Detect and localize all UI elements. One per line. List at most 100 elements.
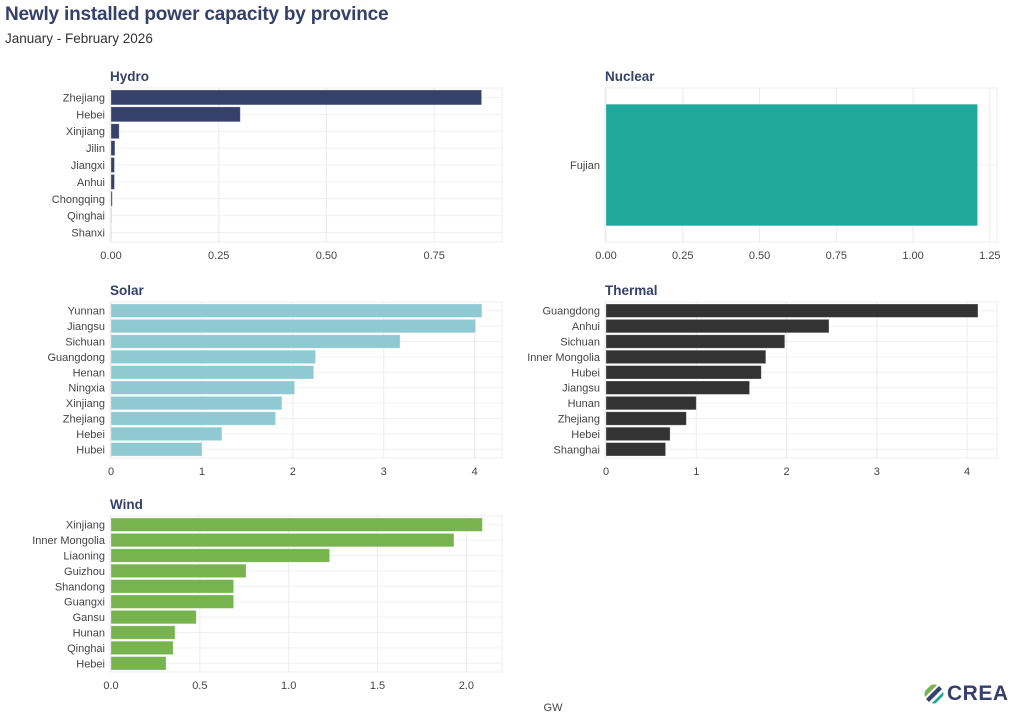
- crea-logo-icon: [924, 684, 944, 704]
- x-tick-label: 1.5: [370, 680, 385, 692]
- bar-wind-xinjiang: [110, 517, 483, 532]
- panel-wind: 0.0 0.5 1.0 1.5 2.0 Xinjiang Inner Mongolia Lia…: [32, 497, 503, 692]
- x-tick-label: 4: [964, 466, 970, 478]
- y-category-label: Xinjiang: [66, 398, 105, 410]
- y-category-label: Sichuan: [65, 337, 105, 349]
- y-category-label: Guizhou: [64, 566, 105, 578]
- y-category-label: Zhejiang: [63, 414, 105, 426]
- y-category-label: Inner Mongolia: [32, 535, 106, 547]
- bar-thermal-inner-mongolia: [605, 349, 767, 365]
- x-tick-label: 3: [874, 466, 880, 478]
- y-category-label: Sichuan: [560, 337, 600, 349]
- chart-title: Newly installed power capacity by provin…: [5, 4, 389, 25]
- y-category-label: Qinghai: [67, 643, 105, 655]
- y-category-label: Zhejiang: [558, 414, 600, 426]
- bar-thermal-anhui: [605, 318, 830, 334]
- x-tick-label: 0.00: [100, 250, 121, 262]
- bar-solar-henan: [110, 365, 315, 380]
- x-tick-label: 1.25: [979, 250, 1000, 262]
- x-tick-label: 1.00: [902, 250, 923, 262]
- bar-thermal-guangdong: [605, 303, 979, 318]
- panel-nuclear: 0.00 0.25 0.50 0.75 1.00 1.25 Fujian Nuclear: [570, 69, 1001, 262]
- y-category-label: Jiangsu: [67, 321, 105, 333]
- y-category-label: Chongqing: [52, 194, 105, 206]
- x-tick-label: 0.00: [595, 250, 616, 262]
- bar-solar-sichuan: [110, 334, 401, 349]
- bar-hydro-jiangxi: [110, 157, 115, 173]
- bar-thermal-hebei: [605, 426, 671, 442]
- x-tick-label: 0.0: [103, 680, 118, 692]
- bar-solar-ningxia: [110, 380, 296, 395]
- bar-thermal-shanghai: [605, 442, 666, 457]
- y-category-label: Hubei: [76, 444, 105, 456]
- bar-hydro-anhui: [110, 174, 115, 190]
- bar-solar-yunnan: [110, 303, 483, 318]
- y-category-label: Guangdong: [543, 306, 601, 318]
- y-category-label: Hebei: [76, 658, 105, 670]
- y-category-label: Anhui: [572, 321, 600, 333]
- y-category-label: Ningxia: [68, 383, 106, 395]
- bar-solar-hebei: [110, 426, 223, 442]
- bar-wind-hebei: [110, 656, 167, 671]
- y-category-label: Jilin: [86, 143, 105, 155]
- bar-solar-hubei: [110, 442, 203, 457]
- bar-thermal-jiangsu: [605, 380, 750, 395]
- panel-title-wind: Wind: [110, 497, 143, 512]
- x-tick-label: 1.0: [281, 680, 296, 692]
- y-category-label: Xinjiang: [66, 520, 105, 532]
- x-tick-label: 1: [199, 466, 205, 478]
- y-category-label: Qinghai: [67, 211, 105, 223]
- y-category-label: Anhui: [77, 177, 105, 189]
- panel-title-solar: Solar: [110, 283, 145, 298]
- x-tick-label: 2: [290, 466, 296, 478]
- x-tick-label: 0.75: [423, 250, 444, 262]
- bar-wind-inner-mongolia: [110, 533, 455, 548]
- y-category-label: Jiangxi: [71, 160, 105, 172]
- y-category-label: Jiangsu: [562, 383, 600, 395]
- bar-thermal-zhejiang: [605, 411, 687, 426]
- x-tick-label: 0.50: [316, 250, 337, 262]
- x-tick-label: 0: [108, 466, 114, 478]
- y-category-label: Hebei: [76, 429, 105, 441]
- bar-thermal-hubei: [605, 365, 762, 380]
- bar-thermal-sichuan: [605, 334, 786, 349]
- x-axis-label: GW: [544, 702, 564, 714]
- y-category-label: Zhejiang: [63, 92, 105, 104]
- bar-solar-guangdong: [110, 349, 316, 365]
- panel-title-nuclear: Nuclear: [605, 69, 655, 84]
- y-category-label: Hebei: [571, 429, 600, 441]
- bar-hydro-hebei: [110, 106, 241, 123]
- x-tick-label: 2.0: [459, 680, 474, 692]
- y-category-label: Hubei: [571, 367, 600, 379]
- bar-nuclear-fujian: [605, 103, 978, 227]
- y-category-label: Hunan: [568, 398, 600, 410]
- y-category-label: Yunnan: [68, 306, 105, 318]
- x-tick-label: 2: [783, 466, 789, 478]
- bar-hydro-zhejiang: [110, 89, 483, 106]
- bar-wind-liaoning: [110, 548, 330, 563]
- x-tick-label: 0.5: [192, 680, 207, 692]
- bar-wind-guizhou: [110, 563, 247, 579]
- bar-wind-hunan: [110, 625, 176, 640]
- bar-wind-qinghai: [110, 640, 174, 656]
- crea-logo: CREA: [924, 682, 1009, 706]
- y-category-label: Guangdong: [48, 352, 106, 364]
- bar-thermal-hunan: [605, 395, 697, 411]
- panel-title-thermal: Thermal: [605, 283, 658, 298]
- x-tick-label: 0.25: [208, 250, 229, 262]
- y-category-label: Hebei: [76, 109, 105, 121]
- y-category-label: Inner Mongolia: [527, 352, 601, 364]
- x-tick-label: 0.75: [826, 250, 847, 262]
- y-category-label: Hunan: [73, 628, 105, 640]
- y-category-label: Shandong: [55, 581, 105, 593]
- x-tick-label: 0.25: [672, 250, 693, 262]
- y-category-label: Fujian: [570, 160, 600, 172]
- x-tick-label: 0.50: [749, 250, 770, 262]
- bar-hydro-xinjiang: [110, 123, 120, 140]
- panel-thermal: 0 1 2 3 4 Guangdong Anhui Sichuan Inner Mongolia…: [527, 283, 998, 478]
- bar-solar-jiangsu: [110, 318, 476, 334]
- bar-wind-gansu: [110, 610, 197, 625]
- x-tick-label: 1: [693, 466, 699, 478]
- y-category-label: Gansu: [73, 612, 105, 624]
